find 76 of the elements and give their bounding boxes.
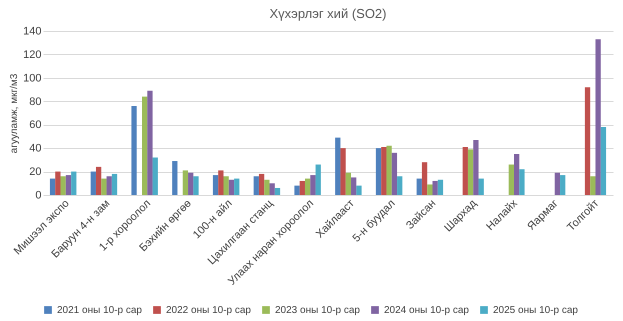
bar xyxy=(584,87,590,195)
bar xyxy=(386,146,392,195)
bar xyxy=(392,152,398,195)
bar xyxy=(478,178,484,195)
bar xyxy=(356,186,362,195)
bar xyxy=(508,164,514,195)
legend-label: 2022 оны 10-р сар xyxy=(166,305,252,316)
bar xyxy=(254,176,259,195)
bar xyxy=(188,172,194,195)
bar xyxy=(223,176,229,195)
bar xyxy=(55,172,61,195)
y-tick-label: 140 xyxy=(23,26,42,38)
bar xyxy=(554,172,560,195)
bar xyxy=(514,154,520,195)
bar xyxy=(351,177,356,195)
y-tick-label: 120 xyxy=(23,48,42,61)
bar xyxy=(304,178,310,195)
bar xyxy=(147,90,153,195)
bar xyxy=(316,164,321,195)
bar xyxy=(346,172,352,195)
bar xyxy=(335,138,340,195)
bar xyxy=(427,184,433,195)
bar xyxy=(228,180,234,195)
bar xyxy=(193,176,199,195)
chart-title: Хүхэрлэг хий (SO2) xyxy=(270,6,386,21)
bar xyxy=(212,175,218,195)
bar xyxy=(560,175,566,195)
legend-label: 2023 оны 10-р сар xyxy=(275,305,360,316)
bar xyxy=(438,180,444,195)
y-tick-label: 20 xyxy=(29,166,42,178)
bar xyxy=(300,180,305,195)
y-tick-label: 0 xyxy=(35,190,42,202)
bar xyxy=(274,188,280,195)
bar xyxy=(96,166,102,195)
y-tick-label: 100 xyxy=(23,72,42,84)
y-tick-label: 80 xyxy=(29,96,42,108)
bar xyxy=(258,174,264,195)
bar xyxy=(234,178,240,195)
bar xyxy=(519,169,525,195)
bar xyxy=(376,148,382,195)
bar xyxy=(152,158,158,195)
bar xyxy=(397,176,402,195)
bar xyxy=(416,178,422,195)
y-axis-title: агууламж, мкг/м3 xyxy=(9,73,20,154)
bar xyxy=(432,180,438,195)
bar xyxy=(310,175,316,195)
bar xyxy=(142,96,148,195)
y-tick-label: 40 xyxy=(29,142,42,155)
bar xyxy=(218,170,224,195)
bar xyxy=(131,106,137,195)
bar xyxy=(340,148,346,195)
bar xyxy=(270,183,275,195)
bar xyxy=(422,162,428,195)
bar xyxy=(71,172,76,195)
bar xyxy=(50,178,56,195)
bar xyxy=(112,174,118,195)
bar xyxy=(590,176,596,195)
bar xyxy=(182,170,188,195)
bar xyxy=(66,175,72,195)
bar xyxy=(101,178,107,195)
y-tick-label: 60 xyxy=(29,119,42,132)
bar xyxy=(172,161,178,195)
bar xyxy=(294,186,300,195)
bar xyxy=(473,140,479,195)
bar xyxy=(381,146,386,195)
bar xyxy=(600,127,606,195)
bar xyxy=(60,176,66,195)
bar xyxy=(468,149,474,195)
bar xyxy=(595,39,601,195)
bar xyxy=(90,172,96,195)
bar xyxy=(462,146,468,195)
bar xyxy=(264,180,270,195)
legend-label: 2021 оны 10-р сар xyxy=(57,305,142,316)
legend-label: 2024 оны 10-р сар xyxy=(384,305,470,316)
bar xyxy=(106,176,112,195)
legend-label: 2025 оны 10-р сар xyxy=(493,305,578,316)
